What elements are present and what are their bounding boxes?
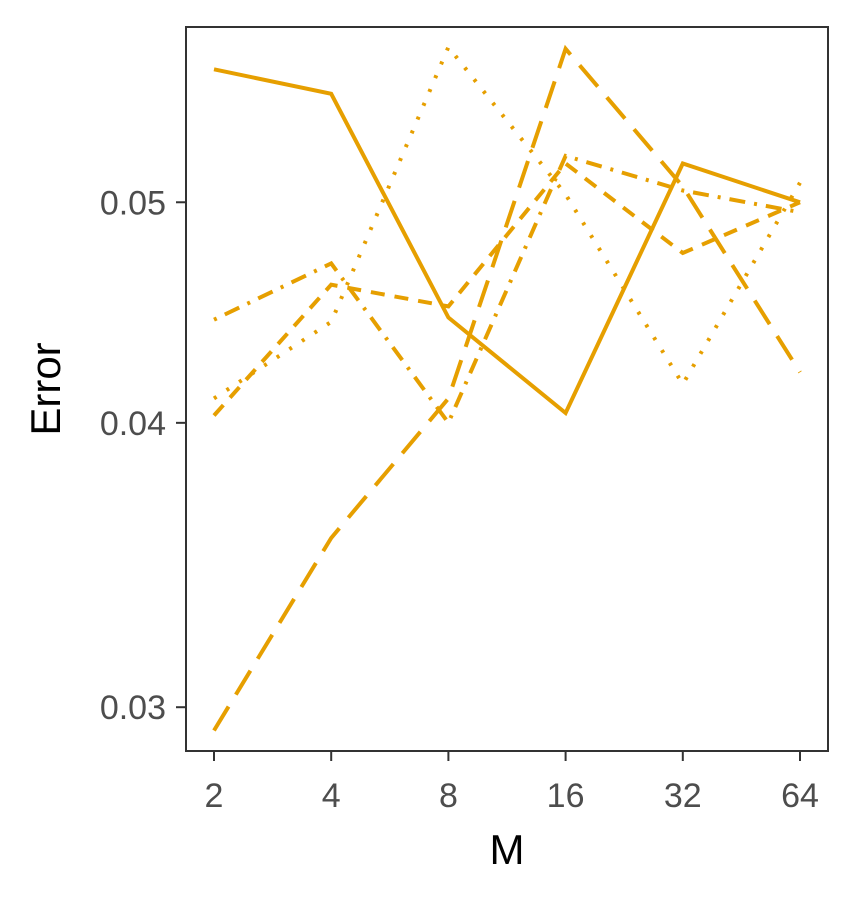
y-axis: 0.03 0.04 0.05 xyxy=(100,184,186,727)
series-line-dashed xyxy=(212,160,801,417)
x-tick-label: 64 xyxy=(781,777,819,815)
x-axis: 2 4 8 16 32 64 xyxy=(205,751,819,815)
series-layer xyxy=(212,43,802,732)
plot-panel xyxy=(185,26,829,752)
x-tick-label: 16 xyxy=(547,777,585,815)
y-tick-label: 0.03 xyxy=(100,689,166,727)
series-line-solid xyxy=(213,67,801,417)
x-tick-label: 2 xyxy=(205,777,224,815)
y-tick-label: 0.05 xyxy=(100,184,166,222)
series-line-longdash xyxy=(212,44,802,732)
x-axis-title: M xyxy=(490,826,525,873)
x-tick-label: 32 xyxy=(664,777,702,815)
x-tick-label: 4 xyxy=(322,777,341,815)
y-tick-label: 0.04 xyxy=(100,405,166,443)
y-axis-title: Error xyxy=(22,342,69,435)
series-line-dotdash xyxy=(213,153,801,427)
x-tick-label: 8 xyxy=(439,777,458,815)
